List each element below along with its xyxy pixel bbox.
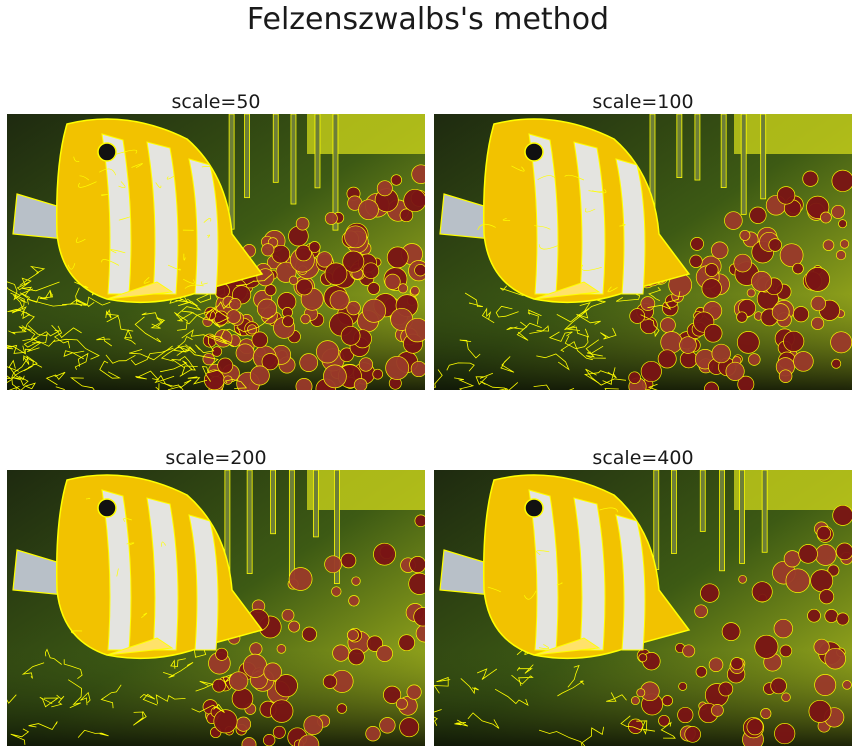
vegetation-segments bbox=[7, 639, 233, 745]
segmentation-panel-scale-400 bbox=[434, 470, 852, 746]
fish-stripe bbox=[188, 158, 219, 295]
fish-stripe bbox=[188, 514, 219, 651]
fish-eye-spot bbox=[524, 498, 544, 518]
bright-corner bbox=[307, 114, 425, 154]
reed-strand bbox=[676, 114, 683, 178]
segmentation-panel-scale-100 bbox=[434, 114, 852, 390]
reed-strand bbox=[332, 114, 339, 231]
segmented-fish-image bbox=[434, 114, 852, 390]
reed-strand bbox=[314, 114, 321, 189]
fish-stripe bbox=[615, 514, 646, 651]
reed-strand bbox=[312, 470, 319, 538]
reed-strand bbox=[334, 470, 340, 584]
panel-title-scale-400: scale=400 bbox=[592, 447, 694, 469]
reed-strand bbox=[720, 114, 727, 189]
reed-strand bbox=[694, 114, 701, 181]
fish-fin bbox=[533, 281, 601, 300]
fish-eye-spot bbox=[97, 498, 117, 518]
segmentation-panel-scale-200 bbox=[7, 470, 425, 746]
coral-cluster bbox=[627, 504, 852, 746]
reed-strand bbox=[244, 114, 250, 199]
segmented-fish-image bbox=[434, 470, 852, 746]
reed-strand bbox=[740, 114, 747, 215]
fish-eye-spot bbox=[97, 142, 117, 162]
reed-strand bbox=[739, 470, 745, 564]
reed-strand bbox=[246, 470, 253, 574]
segmentation-panel-scale-50 bbox=[7, 114, 425, 390]
segmented-fish-image bbox=[7, 114, 425, 390]
panel-title-scale-200: scale=200 bbox=[165, 447, 267, 469]
bright-corner bbox=[734, 470, 852, 510]
reed-strand bbox=[699, 470, 706, 532]
fish-fin bbox=[533, 637, 601, 656]
fish-stripe bbox=[573, 141, 606, 295]
fish-eye-spot bbox=[524, 142, 544, 162]
reed-strand bbox=[272, 114, 279, 183]
bright-corner bbox=[734, 114, 852, 154]
coral-cluster bbox=[202, 164, 425, 390]
fish-stripe bbox=[146, 497, 179, 651]
butterfly-fish bbox=[439, 474, 691, 660]
panel-title-scale-100: scale=100 bbox=[592, 91, 694, 113]
butterfly-fish bbox=[439, 118, 691, 304]
reed-strand bbox=[228, 114, 235, 230]
fish-fin bbox=[106, 281, 174, 300]
fish-stripe bbox=[615, 158, 646, 295]
figure-title: Felzenszwalbs's method bbox=[246, 2, 610, 37]
reed-strand bbox=[270, 470, 276, 535]
reed-strand bbox=[760, 114, 767, 200]
reed-strand bbox=[290, 114, 297, 205]
butterfly-fish bbox=[12, 118, 264, 304]
coral-cluster bbox=[202, 514, 425, 746]
bright-corner bbox=[307, 470, 425, 510]
fish-fin bbox=[106, 637, 174, 656]
fish-stripe bbox=[573, 497, 606, 651]
panel-title-scale-50: scale=50 bbox=[171, 91, 261, 113]
segmented-fish-image bbox=[7, 470, 425, 746]
reed-strand bbox=[719, 470, 725, 572]
reed-strand bbox=[671, 470, 677, 554]
reed-strand bbox=[761, 470, 768, 553]
fish-stripe bbox=[146, 141, 179, 295]
butterfly-fish bbox=[12, 474, 264, 660]
coral-cluster bbox=[628, 169, 852, 390]
reed-strand bbox=[653, 470, 660, 570]
